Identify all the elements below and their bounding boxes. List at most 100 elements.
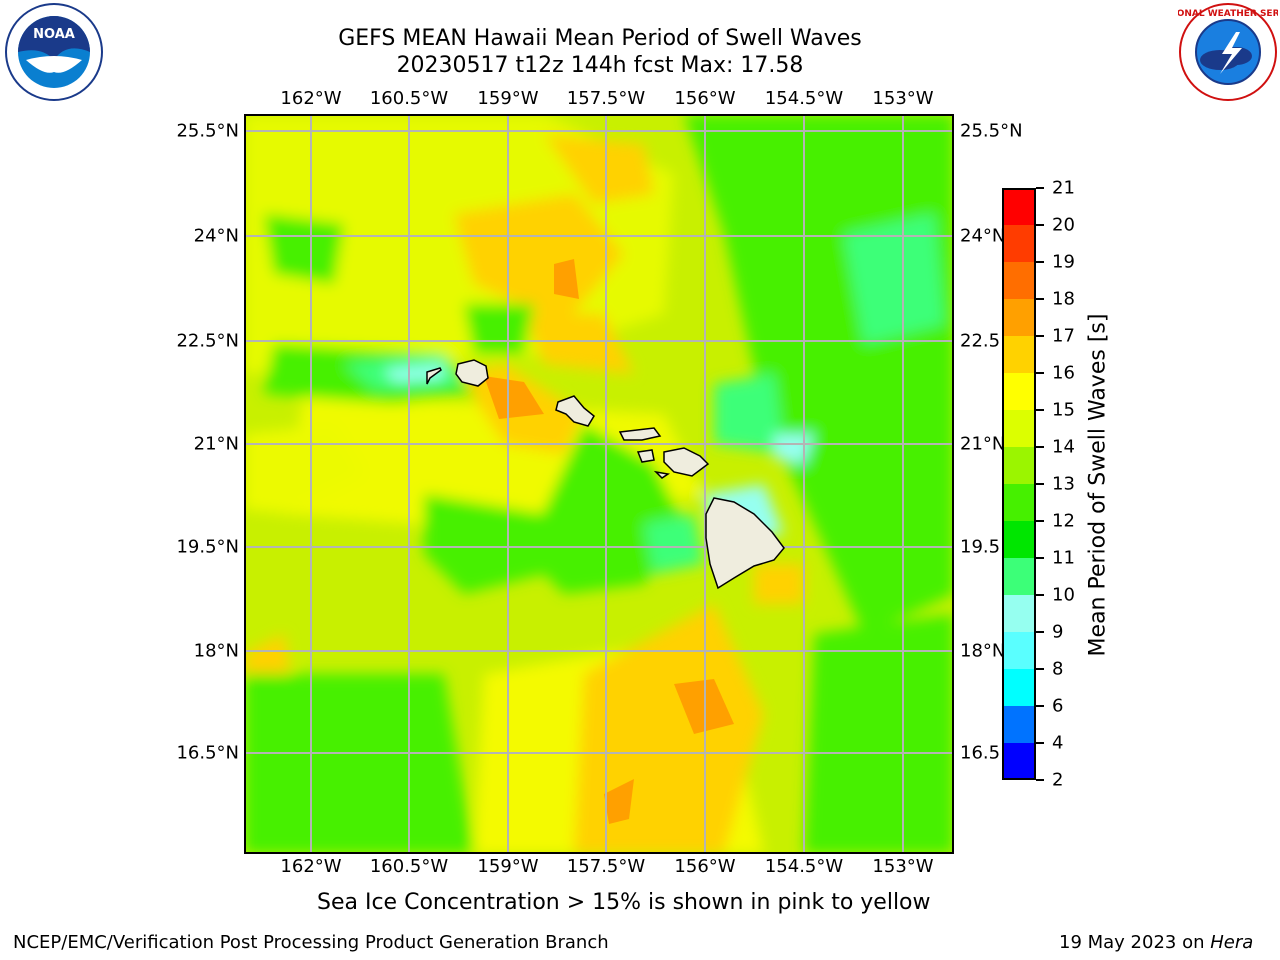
lat-label-left: 25.5°N — [176, 120, 239, 142]
colorbar-segment — [1002, 188, 1036, 225]
colorbar-tick-label: 14 — [1052, 436, 1075, 458]
chart-subtitle: 20230517 t12z 144h fcst Max: 17.58 — [396, 53, 804, 78]
orange-core-kauai — [484, 376, 544, 419]
colorbar-frame — [1002, 188, 1036, 780]
colorbar-tick — [1036, 631, 1044, 633]
lat-label-right: 24°N — [960, 225, 1006, 247]
colorbar-tick-label: 8 — [1052, 658, 1064, 680]
map-frame — [244, 114, 954, 854]
lon-label-bottom: 159°W — [477, 856, 539, 877]
colorbar-segment — [1002, 336, 1036, 373]
colorbar-segment — [1002, 632, 1036, 669]
noaa-logo: NOAA — [5, 3, 103, 101]
island-molokai — [618, 427, 662, 441]
colorbar-tick-label: 19 — [1052, 251, 1075, 273]
colorbar-segment — [1002, 521, 1036, 558]
lon-label-bottom: 162°W — [280, 856, 342, 877]
colorbar-tick — [1036, 742, 1044, 744]
colorbar — [1002, 188, 1036, 780]
colorbar-segment — [1002, 447, 1036, 484]
colorbar-tick — [1036, 261, 1044, 263]
colorbar-tick-label: 18 — [1052, 288, 1075, 310]
colorbar-segment — [1002, 743, 1036, 780]
island-kauai — [455, 359, 489, 387]
colorbar-tick-label: 10 — [1052, 584, 1075, 606]
footer-branch: NCEP/EMC/Verification Post Processing Pr… — [13, 932, 609, 953]
lon-label-top: 154.5°W — [764, 88, 844, 109]
colorbar-segment — [1002, 484, 1036, 521]
colorbar-tick-label: 13 — [1052, 473, 1075, 495]
colorbar-segment — [1002, 669, 1036, 706]
lat-label-left: 22.5°N — [176, 330, 239, 352]
colorbar-segment — [1002, 410, 1036, 447]
colorbar-tick — [1036, 446, 1044, 448]
island-maui — [663, 447, 710, 477]
lat-label-right: 16.5 — [960, 742, 1001, 764]
colorbar-segment — [1002, 373, 1036, 410]
colorbar-title: Mean Period of Swell Waves [s] — [1085, 313, 1111, 657]
colorbar-tick — [1036, 668, 1044, 670]
graticule — [244, 114, 954, 854]
lon-label-top: 157.5°W — [566, 88, 646, 109]
lat-label-left: 16.5°N — [176, 742, 239, 764]
colorbar-tick-label: 6 — [1052, 695, 1064, 717]
colorbar-segment — [1002, 299, 1036, 336]
swell-period-map — [244, 114, 954, 854]
lon-label-top: 153°W — [872, 88, 934, 109]
lat-label-right: 19.5 — [960, 536, 1001, 558]
lat-label-right: 25.5°N — [960, 120, 1023, 142]
lon-label-bottom: 154.5°W — [764, 856, 844, 877]
lon-label-bottom: 160.5°W — [369, 856, 449, 877]
lon-label-top: 156°W — [674, 88, 736, 109]
footer-date-text: 19 May 2023 on — [1059, 932, 1211, 953]
colorbar-tick-label: 20 — [1052, 214, 1075, 236]
colorbar-tick — [1036, 409, 1044, 411]
colorbar-tick — [1036, 372, 1044, 374]
colorbar-tick-label: 17 — [1052, 325, 1075, 347]
footer-host: Hera — [1210, 932, 1254, 953]
lat-label-right: 18°N — [960, 640, 1006, 662]
colorbar-tick-label: 21 — [1052, 177, 1075, 199]
orange-core-far-south — [604, 779, 634, 824]
colorbar-tick — [1036, 187, 1044, 189]
lat-label-left: 24°N — [193, 225, 239, 247]
nws-logo-text: NATIONAL WEATHER SERVICE — [1178, 9, 1278, 19]
lon-label-bottom: 157.5°W — [566, 856, 646, 877]
colorbar-tick — [1036, 483, 1044, 485]
lat-label-left: 18°N — [193, 640, 239, 662]
colorbar-segment — [1002, 558, 1036, 595]
island-oahu — [555, 395, 595, 427]
colorbar-tick-label: 16 — [1052, 362, 1075, 384]
nws-logo: NATIONAL WEATHER SERVICE — [1178, 3, 1278, 101]
colorbar-segment — [1002, 262, 1036, 299]
chart-title: GEFS MEAN Hawaii Mean Period of Swell Wa… — [338, 26, 862, 51]
colorbar-tick — [1036, 557, 1044, 559]
colorbar-tick — [1036, 705, 1044, 707]
colorbar-tick-label: 15 — [1052, 399, 1075, 421]
orange-core-north — [554, 259, 579, 299]
lon-label-top: 160.5°W — [369, 88, 449, 109]
lon-label-top: 159°W — [477, 88, 539, 109]
lat-label-right: 22.5 — [960, 330, 1001, 352]
sea-ice-caption: Sea Ice Concentration > 15% is shown in … — [317, 890, 931, 915]
island-kahoolawe — [653, 470, 670, 479]
colorbar-tick — [1036, 224, 1044, 226]
colorbar-tick-label: 11 — [1052, 547, 1075, 569]
colorbar-tick-label: 12 — [1052, 510, 1075, 532]
colorbar-tick — [1036, 779, 1044, 781]
colorbar-tick — [1036, 335, 1044, 337]
colorbar-segment — [1002, 225, 1036, 262]
island-lanai — [636, 449, 655, 463]
lon-label-bottom: 156°W — [674, 856, 736, 877]
lon-label-top: 162°W — [280, 88, 342, 109]
colorbar-tick — [1036, 594, 1044, 596]
lat-label-left: 19.5°N — [176, 536, 239, 558]
noaa-logo-text: NOAA — [33, 27, 75, 42]
footer-date: 19 May 2023 on Hera — [1059, 932, 1253, 953]
lat-label-right: 21°N — [960, 433, 1006, 455]
lat-label-left: 21°N — [193, 433, 239, 455]
island-niihau — [426, 367, 442, 385]
colorbar-tick-label: 2 — [1052, 769, 1064, 791]
colorbar-tick-label: 4 — [1052, 732, 1064, 754]
colorbar-tick-label: 9 — [1052, 621, 1064, 643]
